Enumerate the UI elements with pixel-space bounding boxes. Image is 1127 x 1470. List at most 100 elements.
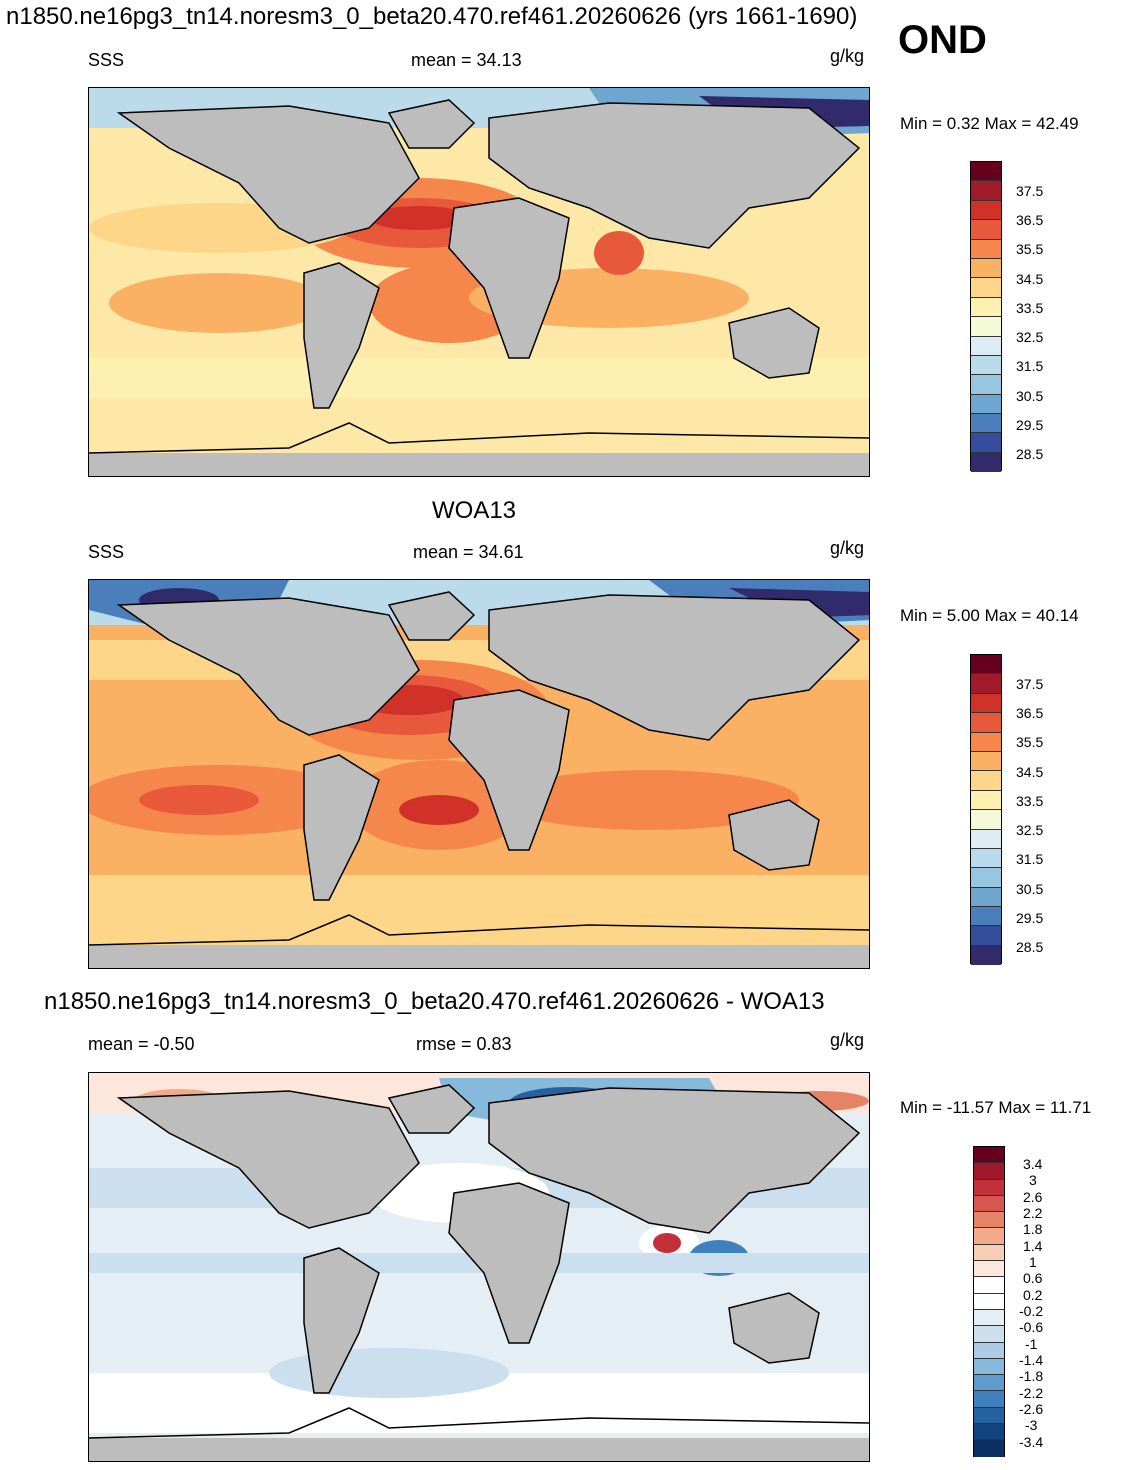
panel1-colorbar-label: 29.5 (1016, 417, 1044, 433)
panel3-colorbar-label: -1.4 (1019, 1352, 1044, 1368)
panel1-colorbar-swatch (971, 278, 1001, 298)
panel1-colorbar (970, 161, 1002, 473)
panel1-colorbar-swatch (971, 414, 1001, 434)
panel1-colorbar-swatch (971, 336, 1001, 356)
panel2-left-label: SSS (88, 542, 125, 562)
panel3-colorbar-swatch (974, 1375, 1004, 1392)
panel3-colorbar-swatch (974, 1195, 1004, 1213)
panel2-colorbar (970, 654, 1002, 966)
panel3-colorbar-swatch (974, 1261, 1004, 1278)
panel2-title: WOA13 (432, 497, 517, 524)
panel1-colorbar-label: 34.5 (1016, 271, 1044, 287)
panel3-colorbar-swatch (974, 1342, 1004, 1359)
panel2-minmax: Min = 5.00 Max = 40.14 (900, 606, 1079, 625)
panel3-colorbar-label: 3 (1029, 1172, 1037, 1188)
panel3-colorbar-label: 1.8 (1023, 1221, 1043, 1237)
panel1-colorbar-swatch (971, 375, 1001, 395)
panel2-colorbar-label: 37.5 (1016, 676, 1044, 692)
panel3-colorbar-label: 1.4 (1023, 1238, 1043, 1254)
panel3-colorbar-label: -3.4 (1019, 1434, 1044, 1450)
panel1-minmax: Min = 0.32 Max = 42.49 (900, 114, 1079, 133)
panel2-mean-label: mean = 34.61 (413, 542, 524, 562)
panel2-units-label: g/kg (830, 538, 865, 558)
panel1-colorbar-swatch (971, 297, 1001, 318)
panel3-mean-label: mean = -0.50 (88, 1034, 195, 1054)
panel2-colorbar-label: 29.5 (1016, 910, 1044, 926)
panel3-colorbar-swatch (974, 1309, 1004, 1327)
panel2-colorbar-swatch (971, 829, 1001, 849)
panel3-colorbar-swatch (974, 1212, 1004, 1229)
panel1-colorbar-swatch (971, 394, 1001, 415)
panel2-colorbar-label: 32.5 (1016, 822, 1044, 838)
panel3-colorbar-label: -2.6 (1019, 1401, 1044, 1417)
panel3-colorbar-label: 0.6 (1023, 1270, 1043, 1286)
panel3-colorbar-label: -1 (1025, 1336, 1038, 1352)
panel1-colorbar-swatch (971, 200, 1001, 221)
panel3-colorbar-swatch (974, 1228, 1004, 1245)
panel1-colorbar-swatch (971, 258, 1001, 279)
panel2-colorbar-swatch (971, 693, 1001, 714)
panel2-colorbar-label: 36.5 (1016, 705, 1044, 721)
panel3-colorbar-label: -0.6 (1019, 1319, 1044, 1335)
panel1-colorbar-label: 35.5 (1016, 241, 1044, 257)
panel3-rmse-label: rmse = 0.83 (416, 1034, 512, 1054)
panel3-colorbar-label: 2.6 (1023, 1189, 1043, 1205)
panel1-colorbar-swatch (971, 433, 1001, 453)
panel3-colorbar-swatch (974, 1163, 1004, 1180)
panel3-colorbar-label: -2.2 (1019, 1385, 1044, 1401)
panel2-colorbar-swatch (971, 790, 1001, 811)
panel3-colorbar-swatch (974, 1179, 1004, 1196)
panel1-colorbar-label: 37.5 (1016, 183, 1044, 199)
panel2-colorbar-label: 34.5 (1016, 764, 1044, 780)
panel1-colorbar-label: 28.5 (1016, 446, 1044, 462)
panel3-colorbar-swatch (974, 1407, 1004, 1425)
panel3-colorbar-swatch (974, 1277, 1004, 1294)
panel2-colorbar-swatch (971, 848, 1001, 869)
panel1-colorbar-swatch (971, 181, 1001, 201)
panel1-map-model-sss (88, 87, 870, 477)
panel1-colorbar-swatch (971, 239, 1001, 259)
panel1-mean-label: mean = 34.13 (411, 50, 522, 70)
panel2-colorbar-swatch (971, 771, 1001, 791)
panel3-colorbar-swatch (974, 1424, 1004, 1441)
panel2-colorbar-swatch (971, 926, 1001, 946)
panel2-colorbar-swatch (971, 732, 1001, 752)
panel2-map-woa13-sss (88, 579, 870, 969)
panel1-units-label: g/kg (830, 46, 865, 66)
panel1-colorbar-swatch (971, 162, 1001, 182)
panel2-colorbar-label: 28.5 (1016, 939, 1044, 955)
panel3-colorbar-swatch (974, 1326, 1004, 1343)
panel3-colorbar-swatch (974, 1293, 1004, 1310)
panel1-left-label: SSS (88, 50, 125, 70)
panel3-title: n1850.ne16pg3_tn14.noresm3_0_beta20.470.… (44, 988, 825, 1015)
panel2-colorbar-swatch (971, 674, 1001, 694)
panel3-colorbar-label: -1.8 (1019, 1368, 1044, 1384)
panel2-colorbar-label: 31.5 (1016, 851, 1044, 867)
panel1-colorbar-label: 33.5 (1016, 300, 1044, 316)
panel2-colorbar-swatch (971, 713, 1001, 733)
panel3-colorbar-label: -3 (1025, 1417, 1038, 1433)
panel3-colorbar-swatch (974, 1147, 1004, 1164)
panel3-colorbar-swatch (974, 1244, 1004, 1262)
panel3-colorbar-swatch (974, 1440, 1004, 1457)
panel1-colorbar-label: 32.5 (1016, 329, 1044, 345)
panel3-minmax: Min = -11.57 Max = 11.71 (900, 1098, 1092, 1117)
page-title: n1850.ne16pg3_tn14.noresm3_0_beta20.470.… (6, 3, 858, 30)
season-label: OND (898, 18, 987, 62)
panel1-colorbar-swatch (971, 317, 1001, 337)
panel2-colorbar-label: 35.5 (1016, 734, 1044, 750)
panel1-colorbar-swatch (971, 452, 1001, 473)
panel2-colorbar-swatch (971, 868, 1001, 888)
panel3-units-label: g/kg (830, 1030, 865, 1050)
panel3-colorbar-label: 1 (1029, 1254, 1037, 1270)
panel2-colorbar-label: 30.5 (1016, 881, 1044, 897)
panel3-colorbar-label: 3.4 (1023, 1156, 1043, 1172)
panel2-colorbar-swatch (971, 907, 1001, 927)
panel1-colorbar-swatch (971, 355, 1001, 376)
panel3-colorbar-swatch (974, 1391, 1004, 1408)
panel3-colorbar-swatch (974, 1358, 1004, 1376)
panel2-colorbar-swatch (971, 810, 1001, 830)
panel1-colorbar-label: 36.5 (1016, 212, 1044, 228)
panel2-colorbar-swatch (971, 887, 1001, 908)
panel2-colorbar-swatch (971, 945, 1001, 966)
